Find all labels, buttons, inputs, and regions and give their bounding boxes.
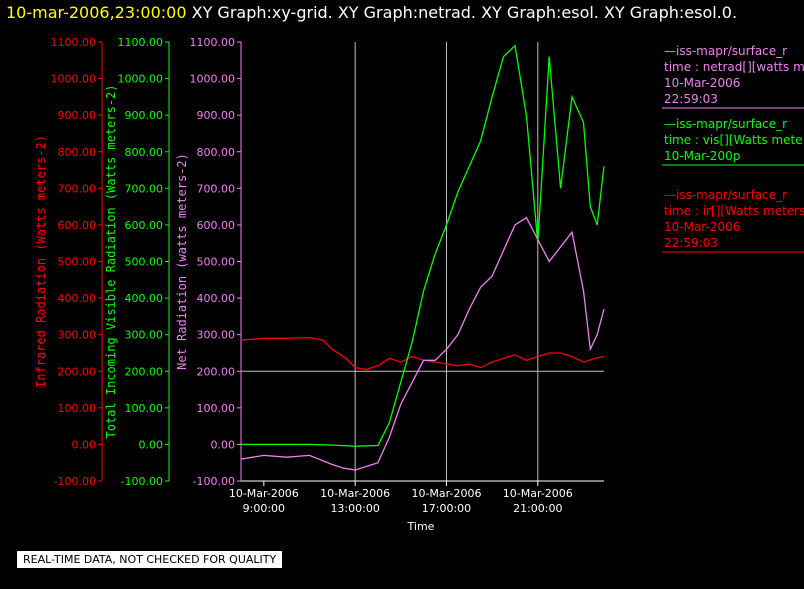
legend-ir-line: —iss-mapr/surface_r: [664, 188, 787, 202]
x-tick-date: 10-Mar-2006: [229, 487, 299, 500]
ir-axis-tick-label: 0.00: [72, 438, 97, 451]
net-axis-tick-label: 400.00: [197, 292, 236, 305]
ir-axis-tick-label: 800.00: [58, 146, 97, 159]
vis-axis-tick-label: 100.00: [125, 402, 164, 415]
net-axis-tick-label: 800.00: [197, 146, 236, 159]
legend-ir-line: time : ir[][Watts meters: [664, 204, 804, 218]
net-axis-tick-label: 600.00: [197, 219, 236, 232]
net-axis-tick-label: 300.00: [197, 329, 236, 342]
vis-axis-tick-label: 800.00: [125, 146, 164, 159]
vis-axis-tick-label: 600.00: [125, 219, 164, 232]
ir-axis-tick-label: 900.00: [58, 109, 97, 122]
net-axis-label: Net Radiation (watts meters-2): [175, 153, 189, 370]
legend-vis-line: 10-Mar-200p: [664, 149, 740, 163]
vis-axis-tick-label: 300.00: [125, 329, 164, 342]
ir-axis-label: Infrared Radiation (Watts meters-2): [34, 135, 48, 388]
x-tick-time: 21:00:00: [513, 502, 562, 515]
legend-net-line: time : netrad[][watts m: [664, 60, 804, 74]
ir-axis-tick-label: 1100.00: [51, 36, 97, 49]
ir-axis-tick-label: 500.00: [58, 256, 97, 269]
ir-axis-tick-label: -100.00: [54, 475, 96, 488]
legend-ir-line: 10-Mar-2006: [664, 220, 740, 234]
quality-notice: REAL-TIME DATA, NOT CHECKED FOR QUALITY: [17, 551, 283, 568]
ir-axis-tick-label: 400.00: [58, 292, 97, 305]
x-tick-date: 10-Mar-2006: [411, 487, 481, 500]
vis-axis-tick-label: 1100.00: [118, 36, 164, 49]
net-axis-tick-label: -100.00: [193, 475, 235, 488]
x-tick-time: 17:00:00: [422, 502, 471, 515]
vis-axis-tick-label: -100.00: [121, 475, 163, 488]
ir-axis-tick-label: 600.00: [58, 219, 97, 232]
legend-vis-line: —iss-mapr/surface_r: [664, 117, 787, 131]
x-tick-time: 9:00:00: [243, 502, 285, 515]
x-tick-time: 13:00:00: [330, 502, 379, 515]
legend-net-line: —iss-mapr/surface_r: [664, 44, 787, 58]
ir-axis-tick-label: 300.00: [58, 329, 97, 342]
vis-series-line: [241, 44, 605, 447]
title-graph-list: XY Graph:xy-grid. XY Graph:netrad. XY Gr…: [191, 3, 738, 22]
ir-series-line: [240, 336, 605, 371]
x-tick-date: 10-Mar-2006: [320, 487, 390, 500]
ir-axis-tick-label: 200.00: [58, 365, 97, 378]
x-tick-date: 10-Mar-2006: [503, 487, 573, 500]
vis-axis-tick-label: 1000.00: [118, 73, 164, 86]
vis-axis-tick-label: 900.00: [125, 109, 164, 122]
net-axis-tick-label: 700.00: [197, 182, 236, 195]
net-axis-tick-label: 100.00: [197, 402, 236, 415]
vis-axis-tick-label: 0.00: [139, 438, 164, 451]
ir-axis-tick-label: 100.00: [58, 402, 97, 415]
vis-axis-tick-label: 400.00: [125, 292, 164, 305]
legend-ir-line: 22:59:03: [664, 236, 718, 250]
legend-net-line: 22:59:03: [664, 92, 718, 106]
vis-axis-tick-label: 500.00: [125, 256, 164, 269]
net-axis-tick-label: 200.00: [197, 365, 236, 378]
x-axis-label: Time: [407, 520, 435, 533]
title-timestamp: 10-mar-2006,23:00:00: [6, 3, 187, 22]
net-axis-tick-label: 0.00: [211, 438, 236, 451]
vis-axis-tick-label: 200.00: [125, 365, 164, 378]
legend-net-line: 10-Mar-2006: [664, 76, 740, 90]
net-axis-tick-label: 500.00: [197, 256, 236, 269]
window-title: 10-mar-2006,23:00:00 XY Graph:xy-grid. X…: [6, 3, 737, 22]
ir-axis-tick-label: 1000.00: [51, 73, 97, 86]
vis-axis-tick-label: 700.00: [125, 182, 164, 195]
net-axis-tick-label: 1000.00: [190, 73, 236, 86]
net-axis-tick-label: 900.00: [197, 109, 236, 122]
net-series-line: [240, 216, 605, 471]
vis-axis-label: Total Incoming Visible Radiation (Watts …: [104, 84, 118, 438]
ir-axis-tick-label: 700.00: [58, 182, 97, 195]
net-axis-tick-label: 1100.00: [190, 36, 236, 49]
legend-vis-line: time : vis[][Watts mete: [664, 133, 803, 147]
